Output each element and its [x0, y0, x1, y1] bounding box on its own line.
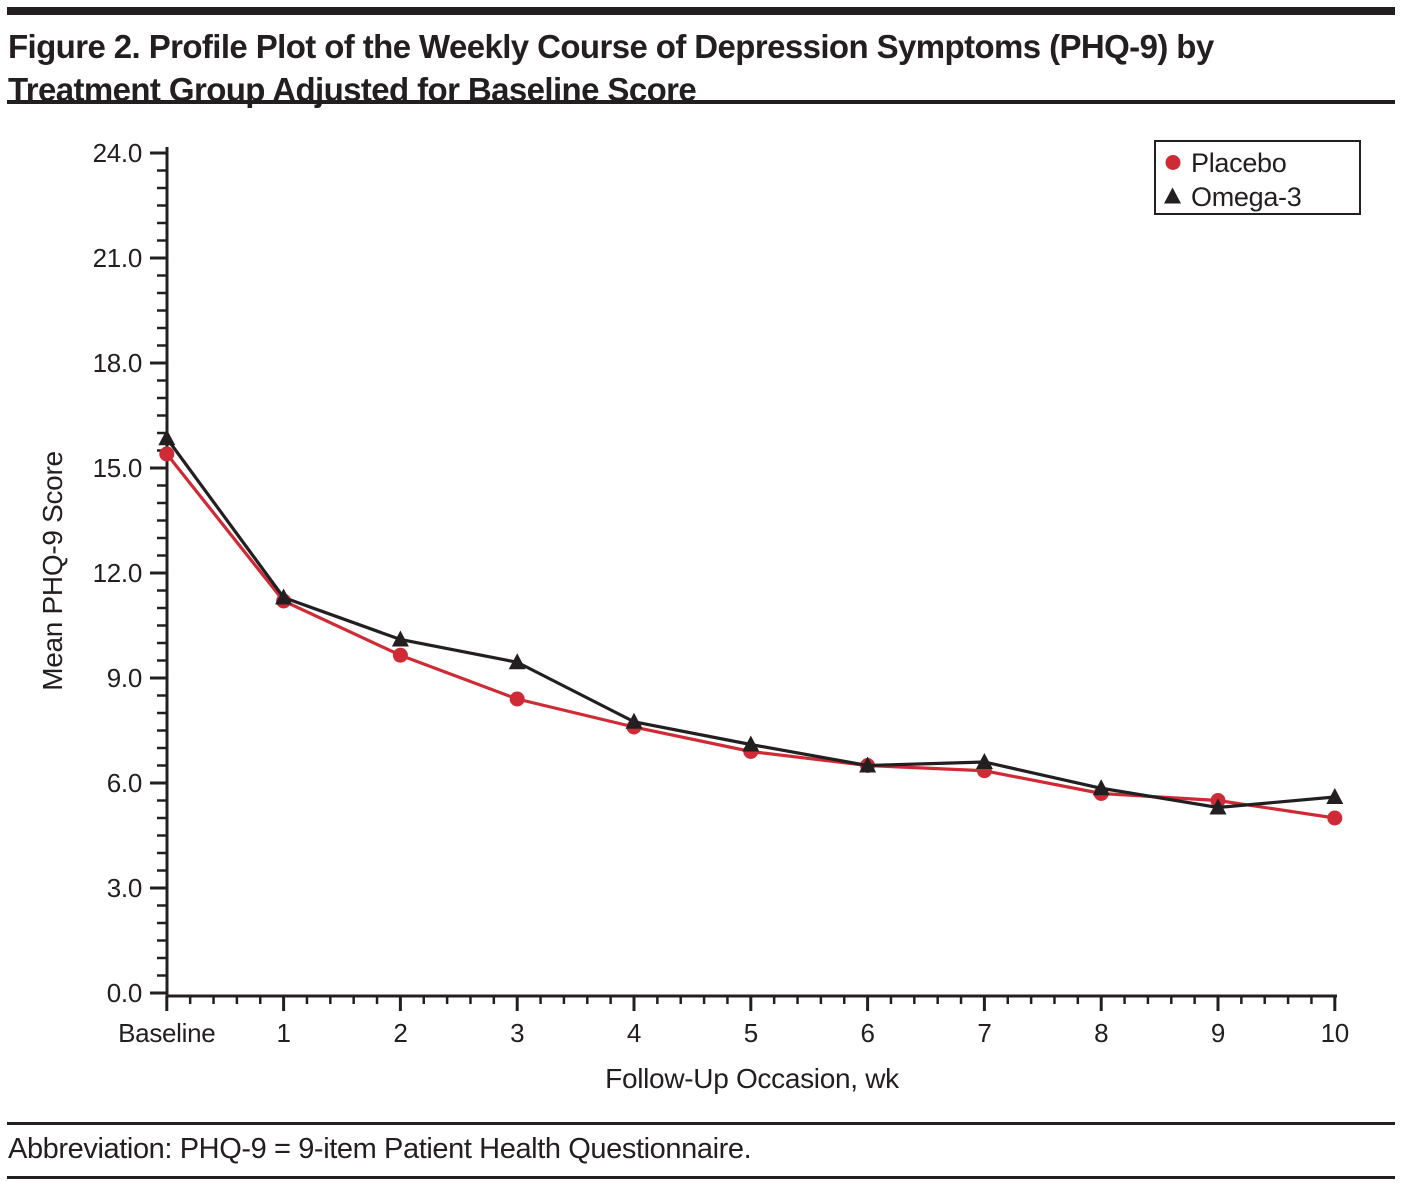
title-rule: [7, 100, 1395, 104]
y-tick-label: 24.0: [93, 138, 142, 168]
x-tick-label: 7: [977, 1018, 991, 1048]
placebo-line: [165, 453, 1336, 820]
legend-label-placebo: Placebo: [1191, 148, 1286, 178]
profile-plot-chart: 0.0 3.0 6.0 9.0 12.0 15.0 18.0 21.0 24.0 Baseline…: [37, 138, 1361, 1094]
y-tick-label: 12.0: [93, 558, 142, 588]
x-tick-label: Baseline: [118, 1018, 215, 1048]
x-tick-label: 3: [510, 1018, 524, 1048]
y-tick-label: 9.0: [107, 663, 142, 693]
placebo-point: [392, 647, 408, 663]
omega3-point: [1326, 788, 1344, 804]
omega3-point: [158, 429, 176, 446]
placebo-point: [1327, 810, 1343, 826]
omega3-point: [742, 735, 760, 752]
x-tick-label: 8: [1094, 1018, 1108, 1048]
placebo-point: [159, 446, 175, 462]
y-tick-label: 3.0: [107, 873, 142, 903]
omega3-point: [1092, 779, 1110, 796]
footnote-rule-top: [7, 1122, 1395, 1125]
x-tick-label: 1: [277, 1018, 291, 1048]
placebo-marker-icon: [1165, 155, 1181, 170]
top-rule-thick: [7, 7, 1395, 15]
y-tick-label: 21.0: [93, 243, 142, 273]
omega3-point: [391, 630, 409, 647]
y-tick-label: 6.0: [107, 768, 142, 798]
legend-box: [1154, 140, 1361, 215]
x-tick-label: 10: [1321, 1018, 1349, 1048]
figure-title: Figure 2. Profile Plot of the Weekly Cou…: [8, 25, 1400, 111]
y-tick-label: 15.0: [93, 453, 142, 483]
y-tick-label: 18.0: [93, 348, 142, 378]
omega3-point: [859, 756, 877, 773]
omega3-point: [975, 753, 993, 769]
omega3-point: [508, 653, 526, 670]
omega3-marker-icon: [1164, 187, 1181, 204]
legend-label-omega3: Omega-3: [1191, 182, 1301, 212]
y-axis-title: Mean PHQ-9 Score: [37, 451, 68, 691]
x-tick-label: 5: [744, 1018, 758, 1048]
x-tick-label: 4: [627, 1018, 641, 1048]
figure-title-line1: Figure 2. Profile Plot of the Weekly Cou…: [8, 28, 1214, 65]
abbreviation-note: Abbreviation: PHQ-9 = 9-item Patient Hea…: [8, 1133, 752, 1165]
placebo-point: [509, 691, 525, 707]
x-tick-label: 9: [1211, 1018, 1225, 1048]
x-axis-title: Follow-Up Occasion, wk: [605, 1063, 900, 1094]
omega3-point: [1209, 798, 1227, 815]
x-tick-label: 6: [861, 1018, 875, 1048]
omega3-point: [625, 712, 643, 729]
footnote-rule-bottom: [7, 1176, 1395, 1179]
y-tick-label: 0.0: [107, 978, 142, 1008]
x-tick-label: 2: [393, 1018, 407, 1048]
omega3-point: [275, 588, 293, 605]
